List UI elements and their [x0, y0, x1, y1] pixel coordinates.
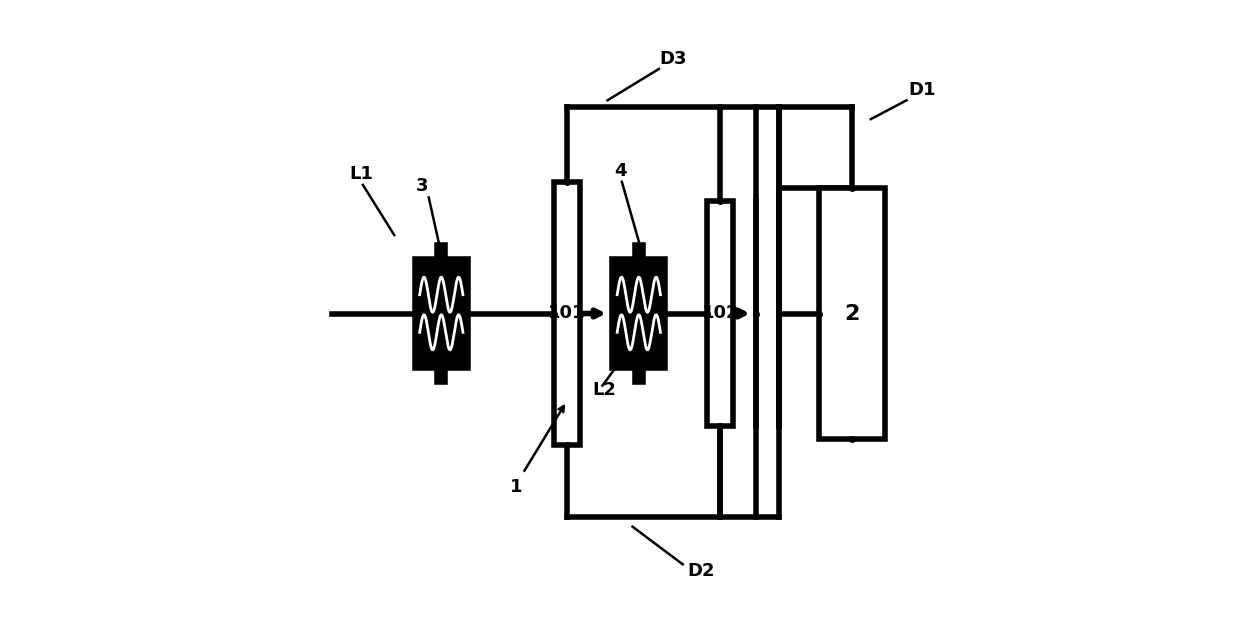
Bar [635, 369, 642, 382]
Bar [820, 188, 885, 439]
Bar [707, 201, 734, 426]
Text: 101: 101 [548, 305, 585, 322]
Text: 4: 4 [614, 162, 626, 179]
Text: 102: 102 [702, 305, 739, 322]
Text: L1: L1 [350, 165, 373, 182]
Text: D3: D3 [660, 50, 687, 68]
Bar [414, 259, 467, 369]
Text: 1: 1 [511, 478, 523, 496]
Bar [438, 245, 445, 258]
Text: 3: 3 [417, 177, 429, 195]
Bar [635, 245, 642, 258]
Text: D1: D1 [909, 82, 936, 99]
Text: L2: L2 [593, 381, 616, 399]
Bar [553, 182, 580, 445]
Bar [438, 369, 445, 382]
Text: 2: 2 [844, 303, 859, 324]
Text: D2: D2 [687, 562, 714, 579]
Bar [613, 259, 666, 369]
